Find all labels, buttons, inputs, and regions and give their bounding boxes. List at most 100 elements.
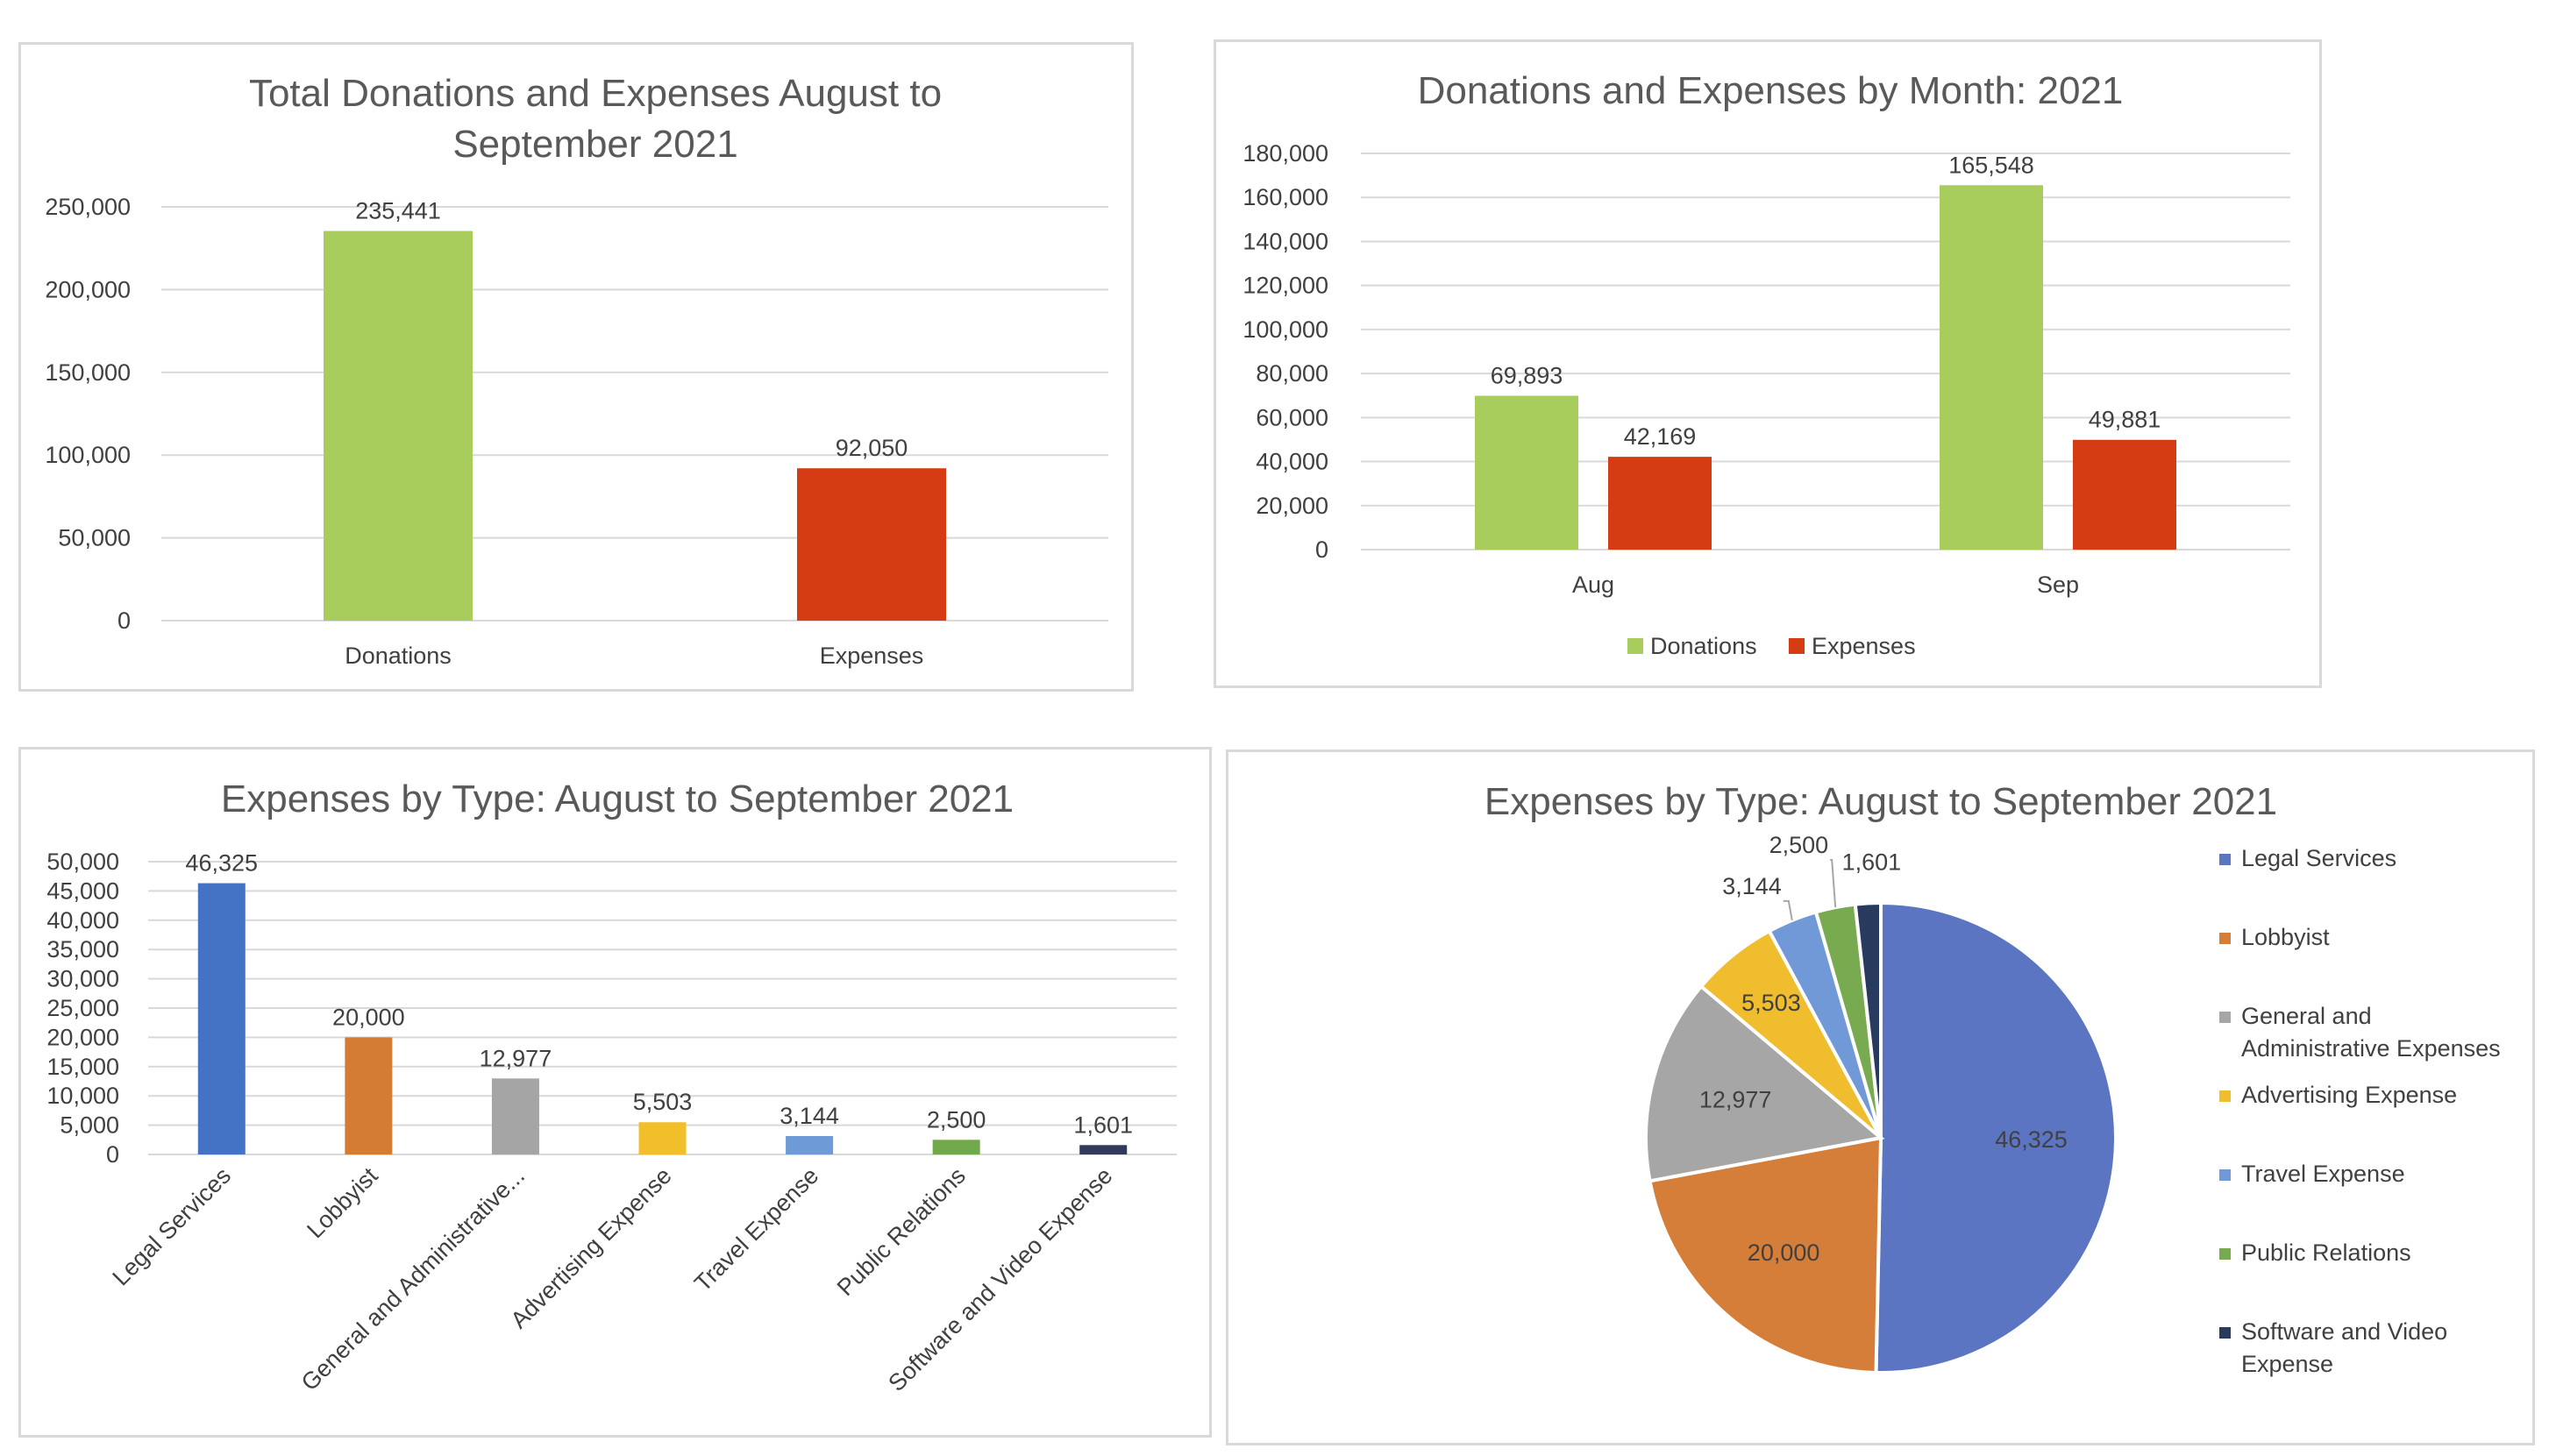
data-label: 3,144 — [780, 1103, 839, 1129]
legend-label: Travel Expense — [2241, 1161, 2405, 1187]
bar — [197, 883, 246, 1154]
x-category-label: Aug — [1572, 572, 1614, 598]
pie-slice — [1853, 900, 1883, 1139]
legend-label: Legal Services — [2241, 845, 2396, 871]
y-tick-label: 100,000 — [1242, 316, 1328, 343]
data-label: 5,503 — [633, 1089, 693, 1115]
y-tick-label: 250,000 — [45, 194, 131, 220]
leader-line — [1783, 899, 1793, 921]
x-category-label: Sep — [2037, 572, 2079, 598]
x-category-label: Lobbyist — [302, 1162, 383, 1244]
legend-label: Expenses — [1812, 633, 1916, 659]
bar — [1940, 185, 2043, 550]
pie-slice — [1648, 1135, 1883, 1374]
legend-swatch — [1789, 638, 1805, 654]
bar — [638, 1122, 687, 1154]
y-tick-label: 20,000 — [1256, 493, 1328, 519]
chart-expenses-by-type-bar: Expenses by Type: August to September 20… — [18, 747, 1212, 1438]
data-label: 1,601 — [1073, 1112, 1133, 1138]
legend-swatch — [2219, 1169, 2231, 1181]
legend-label: General and — [2241, 1003, 2372, 1029]
y-tick-label: 30,000 — [46, 966, 119, 992]
y-tick-label: 35,000 — [46, 936, 119, 962]
y-tick-label: 25,000 — [46, 995, 119, 1021]
bar — [2073, 439, 2176, 550]
bar — [932, 1140, 980, 1154]
legend-label: Donations — [1650, 633, 1757, 659]
x-category-label: Expenses — [820, 643, 924, 669]
bar — [324, 231, 473, 621]
legend-label: Software and Video — [2241, 1318, 2447, 1345]
data-label: 5,503 — [1741, 990, 1801, 1016]
bar — [1608, 457, 1712, 550]
x-category-label: Legal Services — [108, 1162, 236, 1290]
chart-title: Expenses by Type: August to September 20… — [1485, 780, 2277, 823]
y-tick-label: 40,000 — [1256, 449, 1328, 475]
y-tick-label: 45,000 — [46, 877, 119, 904]
legend-label: Public Relations — [2241, 1239, 2411, 1266]
legend-swatch — [2219, 1248, 2231, 1260]
data-label: 12,977 — [480, 1045, 552, 1071]
y-tick-label: 0 — [1315, 536, 1328, 563]
data-label: 42,169 — [1624, 423, 1697, 450]
y-tick-label: 20,000 — [46, 1024, 119, 1050]
data-label: 20,000 — [332, 1004, 405, 1030]
y-tick-label: 150,000 — [45, 359, 131, 386]
y-tick-label: 80,000 — [1256, 360, 1328, 387]
data-label: 69,893 — [1491, 362, 1563, 388]
pie-slice — [1644, 984, 1885, 1183]
legend-swatch — [2219, 1012, 2231, 1023]
y-tick-label: 10,000 — [46, 1083, 119, 1109]
leader-line — [1830, 859, 1837, 908]
x-category-label: Advertising Expense — [505, 1162, 676, 1333]
chart-expenses-bar-svg: Expenses by Type: August to September 20… — [46, 778, 1177, 1396]
y-tick-label: 0 — [117, 607, 131, 634]
x-category-label: Public Relations — [832, 1162, 971, 1301]
chart-expenses-pie-svg: Expenses by Type: August to September 20… — [1485, 780, 2501, 1377]
y-tick-label: 60,000 — [1256, 404, 1328, 430]
bar — [797, 468, 946, 621]
data-label: 92,050 — [836, 435, 908, 461]
y-tick-label: 50,000 — [58, 525, 131, 551]
legend-swatch — [1627, 638, 1643, 654]
legend-label: Lobbyist — [2241, 924, 2330, 950]
legend-swatch — [2219, 1327, 2231, 1339]
data-label: 46,325 — [1995, 1126, 2068, 1153]
y-tick-label: 140,000 — [1242, 228, 1328, 254]
bar — [1475, 395, 1578, 550]
data-label: 235,441 — [355, 197, 441, 224]
data-label: 20,000 — [1748, 1239, 1820, 1266]
y-tick-label: 160,000 — [1242, 184, 1328, 210]
y-tick-label: 40,000 — [46, 907, 119, 934]
x-category-label: Donations — [345, 643, 452, 669]
chart-by-month-svg: Donations and Expenses by Month: 2021 0 20… — [1242, 69, 2290, 659]
data-label: 3,144 — [1722, 873, 1782, 899]
chart-title-line: Total Donations and Expenses August to — [249, 72, 942, 115]
y-tick-label: 0 — [106, 1141, 119, 1168]
y-tick-label: 15,000 — [46, 1054, 119, 1080]
bar — [1079, 1145, 1128, 1154]
chart-by-month: Donations and Expenses by Month: 2021 0 20… — [1214, 39, 2322, 688]
legend-label: Administrative Expenses — [2241, 1035, 2501, 1062]
y-tick-label: 50,000 — [46, 849, 119, 875]
bar — [786, 1135, 834, 1154]
data-label: 1,601 — [1842, 849, 1902, 875]
data-label: 2,500 — [1769, 832, 1829, 858]
legend-label: Expense — [2241, 1351, 2333, 1377]
data-label: 46,325 — [185, 850, 258, 877]
y-tick-label: 120,000 — [1242, 273, 1328, 299]
legend-label: Advertising Expense — [2241, 1082, 2457, 1108]
chart-total-svg: Total Donations and Expenses August to Se… — [45, 72, 1108, 669]
chart-title: Expenses by Type: August to September 20… — [221, 778, 1014, 820]
data-label: 165,548 — [1948, 152, 2034, 178]
legend-swatch — [2219, 933, 2231, 944]
y-tick-label: 5,000 — [60, 1112, 119, 1139]
bar — [491, 1078, 539, 1154]
legend-swatch — [2219, 1090, 2231, 1102]
chart-title-line: September 2021 — [452, 123, 737, 166]
legend-swatch — [2219, 854, 2231, 865]
y-tick-label: 180,000 — [1242, 140, 1328, 167]
y-tick-label: 200,000 — [45, 276, 131, 302]
chart-title: Donations and Expenses by Month: 2021 — [1418, 69, 2124, 112]
data-label: 12,977 — [1699, 1086, 1772, 1112]
